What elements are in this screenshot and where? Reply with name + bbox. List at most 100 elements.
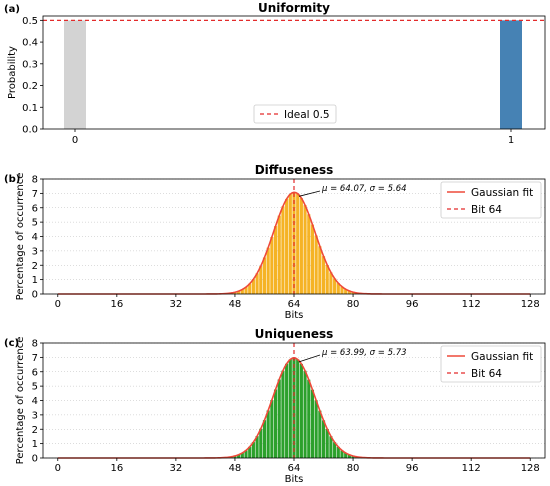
hist-bar xyxy=(329,436,333,458)
y-tick-label: 5 xyxy=(32,218,38,229)
y-tick-label: 4 xyxy=(32,396,38,407)
annotation-text: μ = 64.07, σ = 5.64 xyxy=(321,184,407,194)
y-tick-label: 6 xyxy=(32,203,38,214)
y-tick-label: 0 xyxy=(32,454,38,465)
bar-0 xyxy=(64,20,86,129)
y-tick-label: 8 xyxy=(32,339,38,350)
legend-box xyxy=(253,104,337,124)
hist-bar xyxy=(344,289,348,294)
hist-bar xyxy=(277,379,281,458)
x-tick-label: 80 xyxy=(347,463,360,474)
hist-bar xyxy=(333,442,337,458)
x-tick-label: 80 xyxy=(347,299,360,310)
hist-bar xyxy=(314,235,318,294)
hist-bar xyxy=(248,446,252,458)
hist-bar xyxy=(303,205,307,294)
hist-bar xyxy=(285,198,289,294)
hist-bar xyxy=(233,455,237,458)
hist-bar xyxy=(259,428,263,458)
x-tick-label: 96 xyxy=(406,299,419,310)
axes-frame xyxy=(42,15,546,130)
annotation-arrow xyxy=(298,354,321,363)
hist-bar xyxy=(299,363,303,458)
x-tick-label: 0 xyxy=(55,299,61,310)
hist-bar xyxy=(314,400,318,458)
x-tick-label: 48 xyxy=(229,463,242,474)
hist-bar xyxy=(296,193,300,294)
x-tick-label: 64 xyxy=(288,463,301,474)
x-tick-label: 128 xyxy=(521,299,540,310)
y-tick-label: 1 xyxy=(32,275,38,286)
hist-bar xyxy=(266,247,270,294)
hist-bar xyxy=(347,454,351,458)
y-tick-label: 7 xyxy=(32,189,38,200)
x-tick-label: 112 xyxy=(462,463,481,474)
x-axis-label: Bits xyxy=(285,474,304,485)
hist-bar xyxy=(288,194,292,294)
x-tick-label: 112 xyxy=(462,299,481,310)
chart-title: Diffuseness xyxy=(255,163,334,177)
hist-bar xyxy=(285,363,289,458)
x-tick-label: 1 xyxy=(508,135,514,146)
hist-bar xyxy=(310,389,315,458)
x-tick-label: 48 xyxy=(229,299,242,310)
hist-bar xyxy=(237,454,241,458)
y-tick-label: 8 xyxy=(32,175,38,186)
y-tick-label: 7 xyxy=(32,353,38,364)
x-tick-label: 32 xyxy=(170,299,183,310)
y-tick-label: 0 xyxy=(32,290,38,301)
hist-bar xyxy=(273,226,278,294)
hist-bar xyxy=(262,257,267,294)
hist-bar xyxy=(325,428,329,458)
hist-bar xyxy=(248,283,252,294)
y-tick-label: 0.3 xyxy=(22,59,38,70)
hist-bar xyxy=(351,292,355,294)
y-axis-label: Percentage of occurrence xyxy=(15,337,26,465)
legend-label-bit64: Bit 64 xyxy=(471,204,502,216)
hist-bar xyxy=(233,292,237,294)
panel-label: (a) xyxy=(4,4,20,15)
hist-bar xyxy=(244,287,248,294)
hist-bar xyxy=(277,215,281,294)
y-tick-label: 3 xyxy=(32,410,38,421)
x-tick-label: 64 xyxy=(288,299,301,310)
hist-bar xyxy=(262,420,267,458)
hist-bar xyxy=(347,290,351,294)
hist-bar xyxy=(329,272,333,294)
hist-bar xyxy=(244,450,248,458)
chart-title: Uniqueness xyxy=(255,327,334,341)
y-axis-label: Probability xyxy=(7,46,18,99)
hist-bar xyxy=(266,410,270,458)
hist-bar xyxy=(270,400,274,458)
hist-bar xyxy=(351,455,355,458)
panel-a: 0.0 0.1 0.2 0.3 0.4 0.5 0 1 Uniformity (a) Probabi… xyxy=(4,1,546,146)
panel-label: (c) xyxy=(4,338,19,349)
hist-bar xyxy=(299,198,303,294)
y-tick-label: 2 xyxy=(32,261,38,272)
hist-bar xyxy=(240,289,244,294)
y-tick-label: 0.4 xyxy=(22,38,38,49)
x-tick-label: 16 xyxy=(110,463,123,474)
hist-bar xyxy=(318,246,322,294)
hist-bar xyxy=(336,446,340,458)
x-tick-label: 16 xyxy=(110,299,123,310)
hist-bar xyxy=(340,286,344,294)
y-tick-label: 2 xyxy=(32,425,38,436)
x-tick-label: 96 xyxy=(406,463,419,474)
legend-label-fit: Gaussian fit xyxy=(471,187,533,199)
chart-title: Uniformity xyxy=(258,1,330,15)
hist-bar xyxy=(237,291,241,294)
hist-bar xyxy=(307,379,311,458)
x-tick-label: 128 xyxy=(521,463,540,474)
hist-bar xyxy=(336,283,340,294)
hist-bar xyxy=(303,370,307,458)
hist-bar xyxy=(344,452,348,458)
hist-bar xyxy=(321,420,326,458)
hist-bar xyxy=(270,237,274,294)
x-tick-label: 32 xyxy=(170,463,183,474)
bar-1 xyxy=(500,20,522,129)
hist-bar xyxy=(251,442,255,458)
hist-bar xyxy=(318,410,322,458)
